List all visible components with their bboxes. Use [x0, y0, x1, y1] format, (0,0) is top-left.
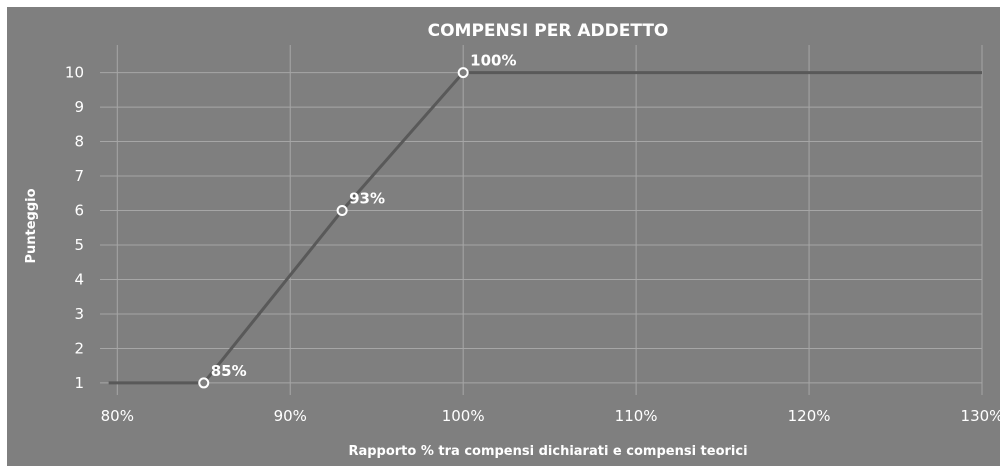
grid-layer: [100, 45, 983, 395]
x-tick-label: 120%: [788, 407, 831, 425]
chart-title: COMPENSI PER ADDETTO: [428, 21, 669, 41]
x-tick-label: 90%: [274, 407, 307, 425]
data-point-label: 85%: [211, 362, 247, 380]
y-tick-label: 7: [74, 167, 84, 185]
data-point-marker: [336, 205, 348, 217]
y-tick-label: 9: [74, 98, 84, 116]
y-tick-label: 5: [74, 236, 84, 254]
y-axis-title: Punteggio: [24, 188, 39, 263]
data-point-label: 100%: [470, 52, 516, 70]
tick-layer: 80% 90% 100% 110% 120% 130% 1 2 3 4 5 6 7 8 9 10: [65, 64, 1000, 425]
chart-svg: COMPENSI PER ADDETTO 80% 90% 100% 110% 120% 1…: [24, 21, 1000, 459]
y-tick-label: 10: [65, 64, 84, 82]
data-point-label: 93%: [349, 190, 385, 208]
series-line: [108, 71, 982, 385]
y-tick-label: 4: [74, 270, 84, 288]
y-tick-label: 3: [74, 305, 84, 323]
x-axis-title: Rapporto % tra compensi dichiarati e com…: [348, 444, 747, 459]
y-tick-label: 8: [74, 133, 84, 151]
data-point-marker: [457, 67, 469, 79]
x-tick-label: 100%: [442, 407, 485, 425]
y-tick-label: 1: [74, 374, 84, 392]
series-layer: [108, 71, 982, 385]
y-tick-label: 6: [74, 202, 84, 220]
x-tick-label: 130%: [961, 407, 1000, 425]
marker-layer: 85% 93% 100%: [198, 52, 517, 389]
x-tick-label: 80%: [101, 407, 134, 425]
y-tick-label: 2: [74, 339, 84, 357]
chart-frame: COMPENSI PER ADDETTO 80% 90% 100% 110% 120% 1…: [7, 7, 1000, 466]
data-point-marker: [198, 377, 210, 389]
x-tick-label: 110%: [615, 407, 658, 425]
